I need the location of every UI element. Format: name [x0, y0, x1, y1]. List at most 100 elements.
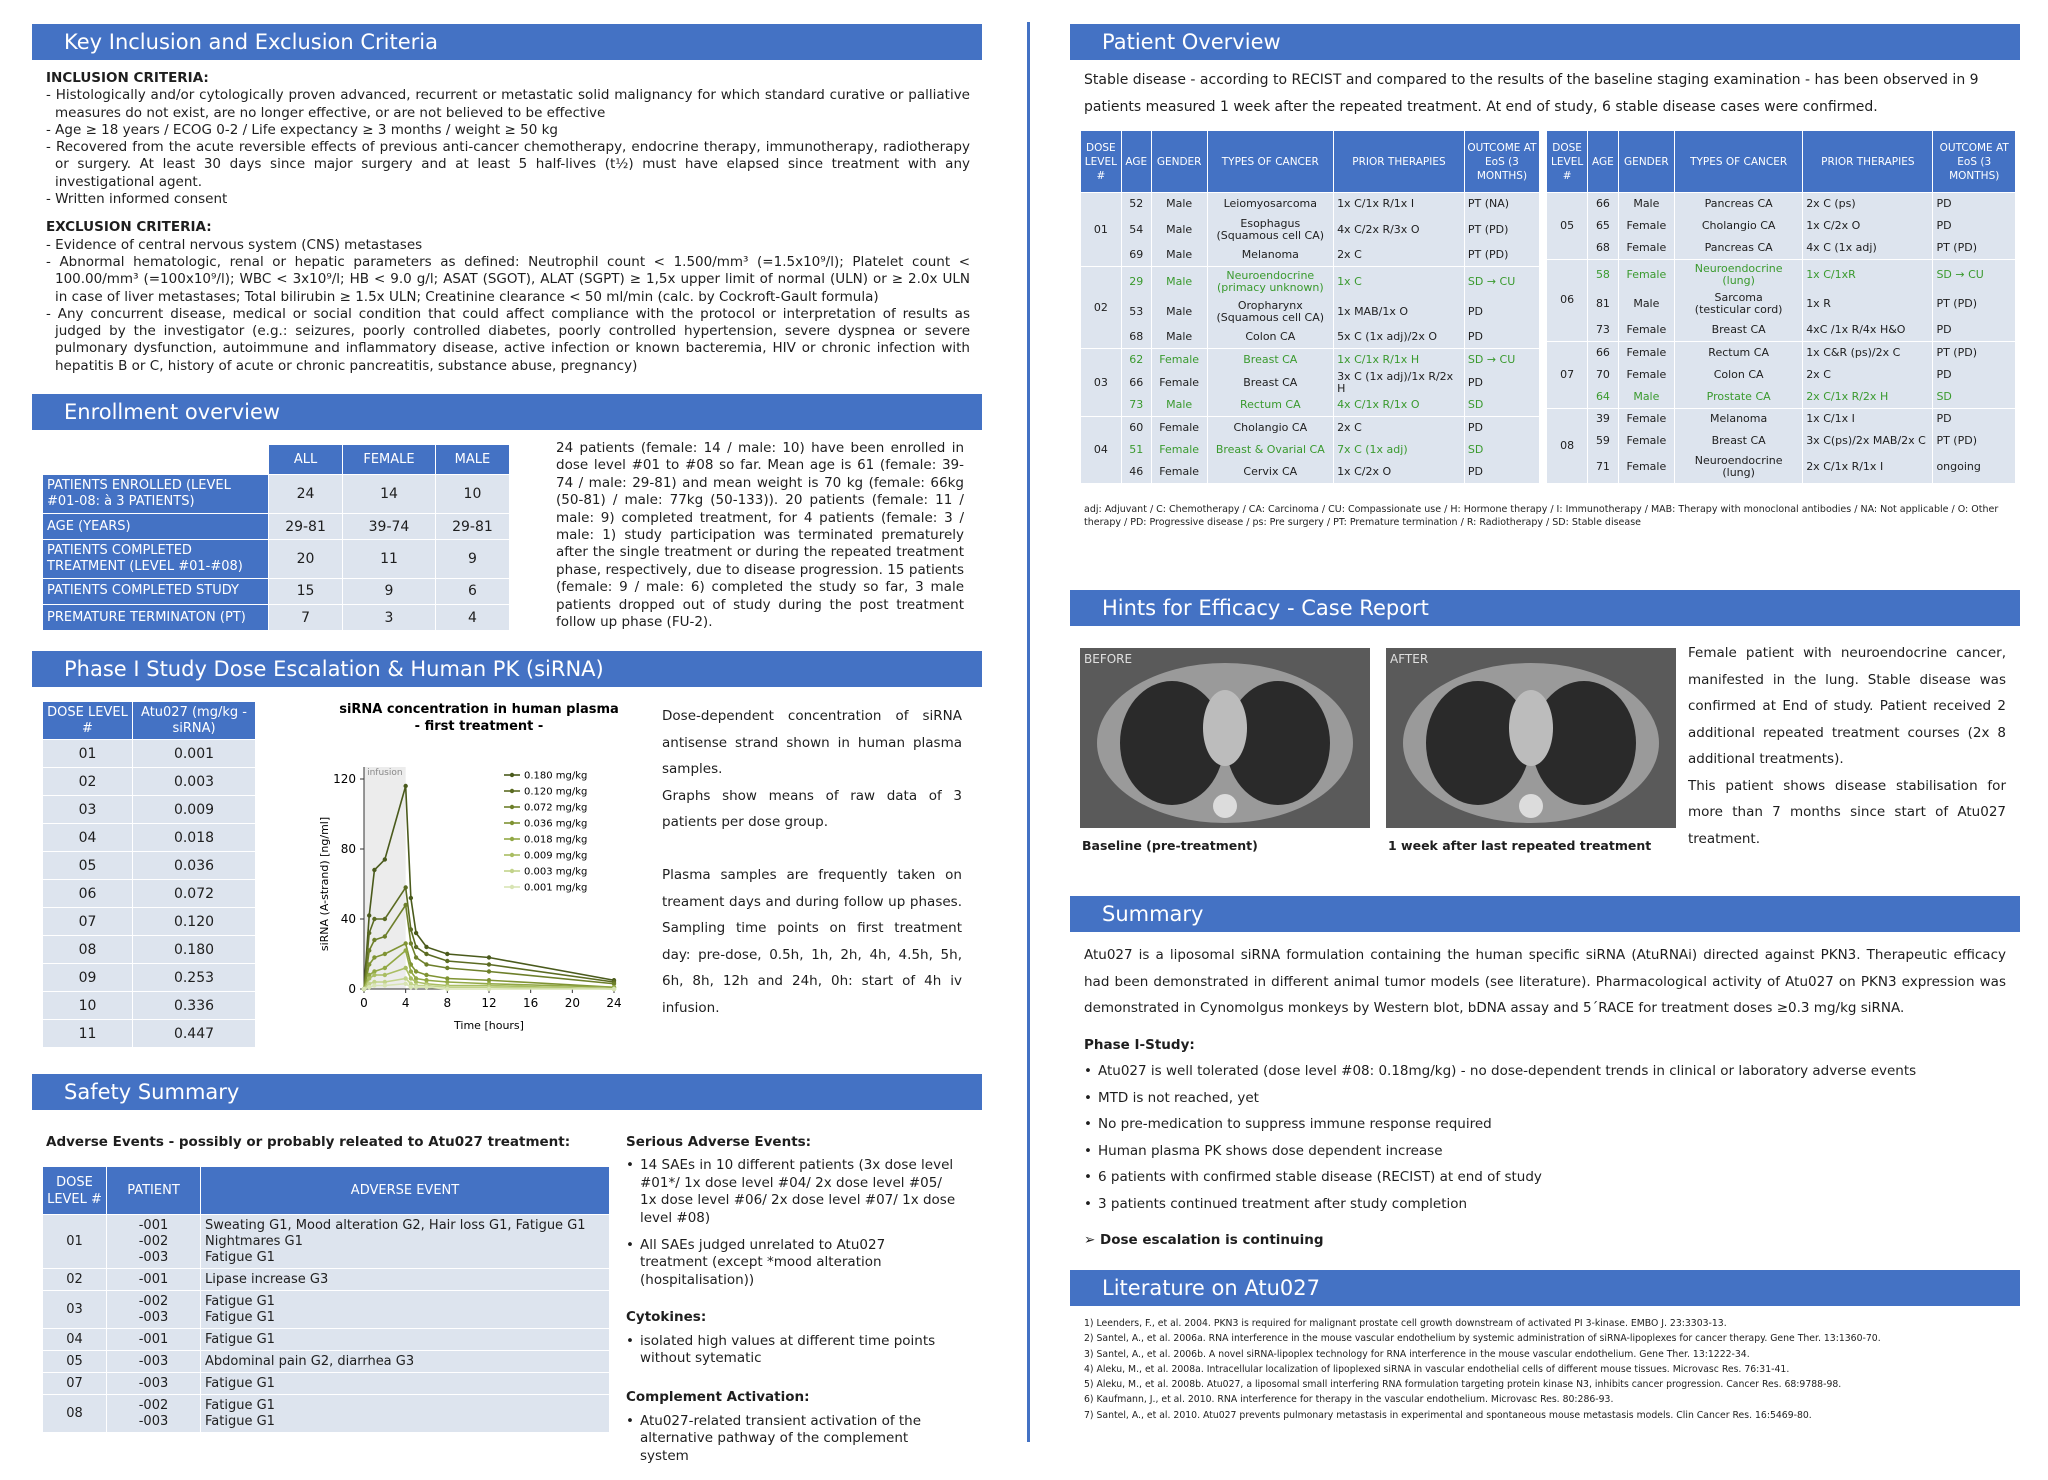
dose-level-cell: 10 — [42, 991, 133, 1020]
data-point — [382, 916, 388, 922]
pk-chart: siRNA concentration in human plasma - fir… — [318, 702, 622, 1032]
enrollment-row-label: PATIENTS ENROLLED (LEVEL #01-08: à 3 PAT… — [42, 474, 269, 514]
patient-col-header: GENDER — [1617, 129, 1676, 194]
ae-patient-cell: -002 -003 — [106, 1290, 201, 1329]
data-point — [367, 962, 372, 967]
data-point — [382, 979, 388, 985]
patient-cell: Male — [1150, 326, 1208, 349]
cytokine-item: isolated high values at different time p… — [626, 1333, 956, 1368]
patient-cell: Male — [1150, 192, 1208, 215]
sae-item: All SAEs judged unrelated to Atu027 trea… — [626, 1237, 956, 1289]
patient-dose-level: 01 — [1080, 192, 1122, 267]
patient-cell: 1x MAB/1x O — [1333, 296, 1465, 327]
enrollment-cell: 15 — [267, 577, 344, 606]
patient-cell: 2x C — [1333, 244, 1465, 267]
patient-cell: PD — [1932, 192, 2016, 215]
enrollment-row: AGE (YEARS) 29-81 39-74 29-81 — [42, 512, 511, 541]
patient-cell: Melanoma — [1206, 244, 1335, 267]
patient-cell: Male — [1150, 394, 1208, 417]
dose-level-cell: 06 — [42, 879, 133, 908]
legend-marker — [509, 836, 515, 842]
inclusion-item: - Written informed consent — [46, 191, 228, 208]
patient-cell: Neuroendocrine (primacy unknown) — [1206, 266, 1335, 297]
ae-event-cell: Fatigue G1 — [200, 1372, 610, 1395]
patient-cell: Breast CA — [1206, 348, 1335, 371]
dose-row: 10 0.336 — [42, 991, 256, 1020]
complement-list: Atu027-related transient activation of t… — [626, 1413, 956, 1465]
dose-header: Phase I Study Dose Escalation & Human PK… — [32, 651, 982, 687]
patient-table-right: DOSE LEVEL # AGE GENDER TYPES OF CANCER PRIO… — [1545, 129, 2016, 483]
summary-item: 6 patients with confirmed stable disease… — [1084, 1164, 2020, 1191]
patient-cell: 62 — [1120, 348, 1152, 371]
patient-cell: Male — [1150, 266, 1208, 297]
dose-row: 08 0.180 — [42, 935, 256, 964]
data-point — [382, 934, 388, 939]
patient-cell: Female — [1617, 363, 1676, 386]
exclusion-item: - Any concurrent disease, medical or soc… — [46, 305, 970, 374]
data-point — [445, 979, 450, 985]
patient-cell: 1x C/1x R/1x H — [1333, 348, 1465, 371]
dose-row: 02 0.003 — [42, 767, 256, 796]
data-point — [413, 976, 419, 981]
ae-row: 08 -002 -003 Fatigue G1 Fatigue G1 — [42, 1394, 610, 1433]
enrollment-row-label: PATIENTS COMPLETED STUDY — [42, 577, 269, 606]
safety-header: Safety Summary — [32, 1074, 982, 1110]
data-point — [408, 969, 414, 974]
dose-value-cell: 0.001 — [132, 739, 256, 768]
patient-cell: Pancreas CA — [1674, 237, 1804, 260]
legend-marker — [509, 820, 515, 826]
y-tick-label: 120 — [333, 772, 356, 786]
patient-cell: PD — [1463, 416, 1541, 439]
ae-row: 02 -001 Lipase increase G3 — [42, 1268, 610, 1291]
data-point — [372, 969, 377, 974]
patient-cell: Female — [1150, 438, 1208, 461]
ae-level-cell: 01 — [42, 1214, 107, 1269]
data-point — [486, 969, 492, 974]
patient-cell: 68 — [1120, 326, 1152, 349]
x-tick-label: 8 — [444, 996, 452, 1010]
data-point — [361, 986, 367, 992]
patient-cell: Leiomyosarcoma — [1206, 192, 1335, 215]
data-point — [408, 976, 414, 981]
sae-block: Serious Adverse Events: 14 SAEs in 10 di… — [626, 1134, 956, 1475]
legend-marker — [509, 772, 515, 778]
dose-value-cell: 0.009 — [132, 795, 256, 824]
enrollment-cell: 6 — [434, 577, 511, 606]
data-point — [445, 965, 450, 971]
ae-event-cell: Lipase increase G3 — [200, 1268, 610, 1291]
data-point — [382, 983, 388, 988]
dose-level-cell: 07 — [42, 907, 133, 936]
dose-paragraph: Plasma samples are frequently taken on t… — [662, 867, 962, 1016]
data-point — [611, 986, 617, 992]
patient-cell: Rectum CA — [1674, 341, 1804, 364]
patient-col-header: DOSE LEVEL # — [1080, 130, 1122, 193]
patient-header-row: DOSE LEVEL # AGE GENDER TYPES OF CANCER PRIO… — [1545, 129, 2016, 194]
data-point — [367, 981, 372, 986]
enrollment-cell: 29-81 — [267, 512, 344, 541]
summary-list: Atu027 is well tolerated (dose level #08… — [1084, 1058, 2020, 1217]
literature-item: 3) Santel, A., et al. 2006b. A novel siR… — [1084, 1348, 1750, 1360]
data-point — [445, 976, 450, 981]
data-point — [372, 979, 377, 985]
data-point — [403, 976, 408, 981]
patient-cell: Male — [1150, 214, 1208, 245]
patient-cell: SD → CU — [1463, 348, 1541, 371]
patient-cell: PD — [1932, 407, 2016, 431]
ae-row: 05 -003 Abdominal pain G2, diarrhea G3 — [42, 1350, 610, 1373]
patient-cell: 66 — [1120, 370, 1152, 395]
dose-row: 07 0.120 — [42, 907, 256, 936]
patient-cell: Esophagus (Squamous cell CA) — [1206, 214, 1335, 245]
ae-col-header: DOSE LEVEL # — [42, 1166, 107, 1215]
enrollment-header-row: ALL FEMALE MALE — [42, 443, 511, 476]
patient-header-row: DOSE LEVEL # AGE GENDER TYPES OF CANCER PRIO… — [1080, 130, 1541, 193]
patient-cell: Neuroendocrine (lung) — [1674, 258, 1804, 290]
efficacy-section: Hints for Efficacy - Case Report BEFORE … — [1070, 590, 2020, 866]
dose-table: DOSE LEVEL # Atu027 (mg/kg - siRNA) 01 0.00… — [42, 701, 256, 1048]
literature-item: 4) Aleku, M., et al. 2008a. Intracellula… — [1084, 1363, 1790, 1375]
data-point — [486, 962, 492, 967]
ae-event-cell: Fatigue G1 Fatigue G1 — [200, 1394, 610, 1433]
ae-level-cell: 04 — [42, 1328, 107, 1351]
patient-dose-level: 03 — [1080, 348, 1122, 417]
inclusion-heading: INCLUSION CRITERIA: — [46, 70, 209, 86]
ct-after-image: AFTER — [1386, 648, 1676, 828]
